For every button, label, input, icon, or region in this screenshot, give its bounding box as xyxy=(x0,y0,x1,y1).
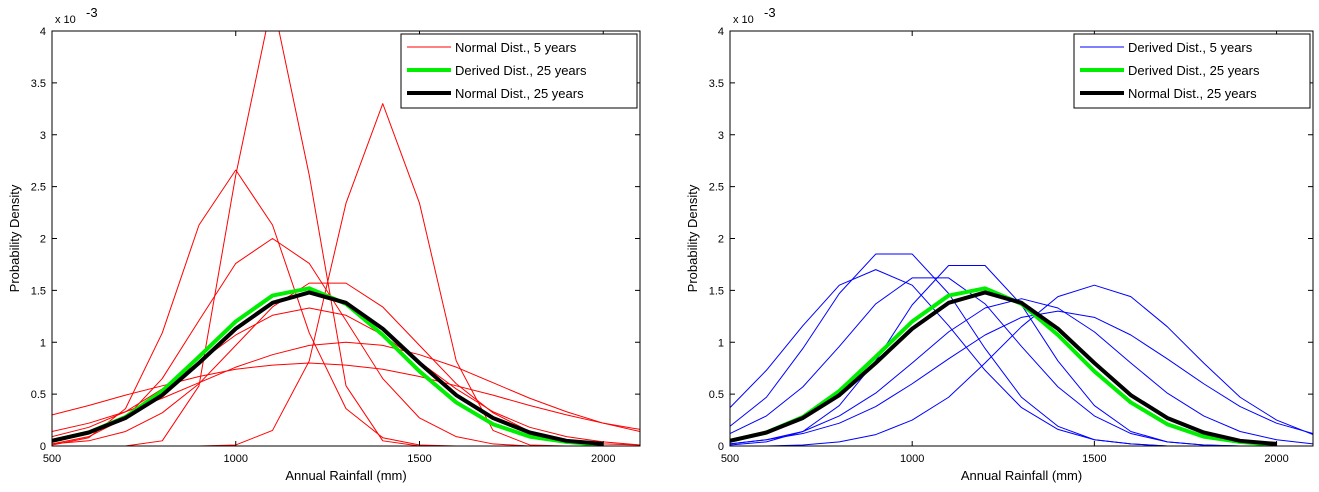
curve xyxy=(52,362,640,430)
x-tick-label: 1500 xyxy=(407,453,431,465)
y-tick-label: 3.5 xyxy=(31,78,46,90)
curve xyxy=(730,269,1313,446)
plot-lines xyxy=(730,253,1313,446)
x-axis-label: Annual Rainfall (mm) xyxy=(961,468,1082,483)
y-tick-label: 3.5 xyxy=(709,78,724,90)
y-tick-label: 0.5 xyxy=(709,389,724,401)
y-tick-label: 3 xyxy=(718,130,724,142)
y-tick-label: 0.5 xyxy=(31,389,46,401)
y-tick-label: 2.5 xyxy=(709,182,724,194)
y-tick-label: 2.5 xyxy=(31,182,46,194)
y-tick-label: 0 xyxy=(718,441,724,453)
curve xyxy=(52,238,640,446)
y-tick-label: 1 xyxy=(40,337,46,349)
y-tick-label: 4 xyxy=(40,26,46,38)
legend: Normal Dist., 5 years Derived Dist., 25 y… xyxy=(400,33,638,109)
y-axis-label: Probability Density xyxy=(7,184,22,292)
curve xyxy=(52,31,640,446)
y-tick-label: 2 xyxy=(718,234,724,246)
curve xyxy=(52,103,640,446)
y-multiplier: x 10 xyxy=(733,14,754,26)
axes: 500 1000 1500 2000 0 0.5 1 1.5 2 2.5 3 3.5 4 Annual R… xyxy=(7,5,641,483)
curve xyxy=(52,307,640,446)
plot-lines xyxy=(52,31,640,446)
legend-label: Normal Dist., 25 years xyxy=(455,86,584,101)
y-multiplier-exp: -3 xyxy=(86,5,98,20)
curve xyxy=(730,290,1277,446)
x-tick-label: 1000 xyxy=(224,453,248,465)
curve xyxy=(52,290,604,446)
x-tick-label: 2000 xyxy=(1264,453,1288,465)
x-tick-label: 500 xyxy=(43,453,61,465)
y-multiplier-exp: -3 xyxy=(764,5,776,20)
axes: 500 1000 1500 2000 0 0.5 1 1.5 2 2.5 3 3.5 4 Annual R… xyxy=(685,5,1314,483)
legend-label: Derived Dist., 25 years xyxy=(1128,63,1260,78)
legend: Derived Dist., 5 years Derived Dist., 25 … xyxy=(1073,33,1311,109)
y-tick-label: 2 xyxy=(40,234,46,246)
y-tick-label: 3 xyxy=(40,130,46,142)
y-tick-label: 0 xyxy=(40,441,46,453)
curve xyxy=(52,169,640,446)
y-multiplier: x 10 xyxy=(55,14,76,26)
x-axis-label: Annual Rainfall (mm) xyxy=(285,468,406,483)
y-axis-label: Probability Density xyxy=(685,184,700,292)
x-tick-label: 2000 xyxy=(591,453,615,465)
legend-label: Derived Dist., 5 years xyxy=(1128,40,1253,55)
legend-label: Normal Dist., 25 years xyxy=(1128,86,1257,101)
legend-label: Derived Dist., 25 years xyxy=(455,63,587,78)
x-tick-label: 500 xyxy=(721,453,739,465)
y-tick-label: 4 xyxy=(718,26,724,38)
curve xyxy=(730,253,1313,446)
x-tick-label: 1000 xyxy=(900,453,924,465)
legend-label: Normal Dist., 5 years xyxy=(455,40,577,55)
x-tick-label: 1500 xyxy=(1082,453,1106,465)
y-tick-label: 1 xyxy=(718,337,724,349)
curve xyxy=(730,310,1313,445)
curve xyxy=(730,284,1313,446)
y-tick-label: 1.5 xyxy=(31,285,46,297)
curve xyxy=(730,298,1313,445)
y-tick-label: 1.5 xyxy=(709,285,724,297)
